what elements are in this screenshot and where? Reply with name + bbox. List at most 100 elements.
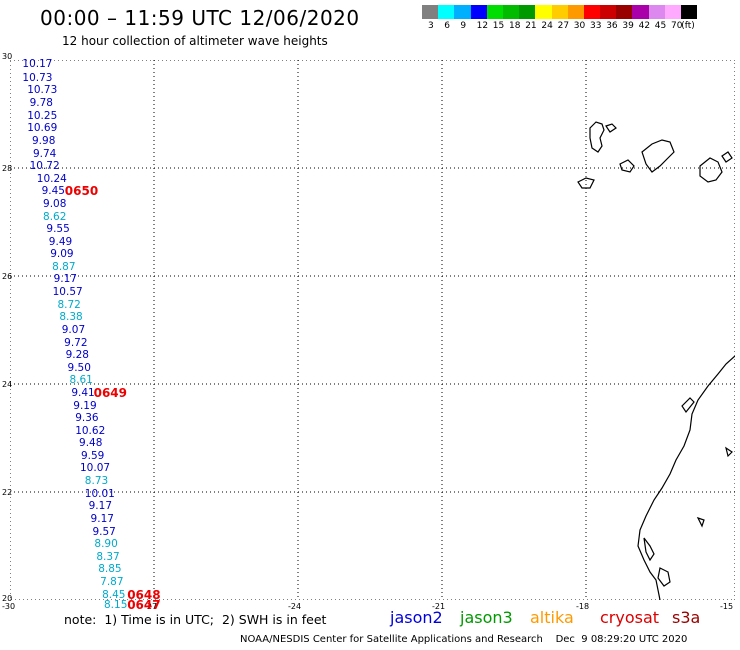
wave-height-label: 9.17 [88,500,113,513]
legend-label: 15 [492,21,505,31]
wave-height-label: 9.78 [29,97,53,110]
island-small-b [721,151,733,163]
legend-swatch [438,5,455,19]
sat-jason3: jason3 [460,608,513,627]
wave-height-label: 9.19 [73,399,97,412]
legend-label: 42 [638,21,651,31]
legend-label: 36 [606,21,618,31]
wave-height-label: 8.72 [57,298,81,311]
legend-label: 39 [622,21,634,31]
wave-height-label: 9.09 [50,248,74,261]
xtick-minus15: -15 [720,602,734,611]
legend-swatch [470,5,487,19]
wave-height-label: 10.25 [27,109,58,122]
wave-height-label: 8.15 [104,599,128,612]
xtick-minus27: -27 [144,602,158,611]
island-el-hierro [577,177,595,189]
legend-swatch [486,5,503,19]
wave-height-label: 9.55 [46,223,70,236]
legend-label: 18 [509,21,521,31]
wave-height-label: 10.07 [80,462,111,475]
legend-swatch [616,5,633,19]
legend-label: (ft) [681,21,695,31]
wave-height-label: 9.48 [79,437,103,450]
wave-height-label: 9.17 [53,273,77,286]
legend-swatch [519,5,536,19]
island-small-a [605,123,617,133]
xtick-minus30: -30 [2,602,16,611]
wave-height-label: 9.98 [32,135,56,148]
ytick-30: 30 [2,52,13,61]
legend-label: 9 [460,21,467,31]
legend-swatch [600,5,617,19]
legend-swatch [422,5,439,19]
legend-label: 24 [541,21,553,31]
coastline-africa [637,355,735,600]
wave-height-label: 10.01 [84,487,115,500]
wave-height-label: 9.45 [41,185,65,198]
ytick-22: 22 [2,488,13,497]
legend-swatch [648,5,665,19]
wave-height-label: 10.72 [29,159,60,172]
ytick-26: 26 [2,272,13,281]
legend-label: 12 [476,21,489,31]
wave-height-label: 9.59 [80,449,105,462]
legend-label: 21 [525,21,537,31]
wave-height-label: 9.49 [48,235,73,248]
wave-height-label: 9.28 [65,348,89,361]
time-label: 0647 [127,598,161,613]
wave-height-label: 9.08 [43,197,67,210]
legend-label: 33 [590,21,602,31]
wave-height-label: 8.90 [94,537,118,550]
wave-height-label: 8.62 [43,210,67,223]
wave-height-label: 9.17 [90,513,114,526]
wave-height-label: 8.85 [98,563,122,576]
wave-height-label: 10.24 [36,172,67,185]
coast-banc [657,567,671,587]
legend-label: 45 [654,21,667,31]
coastline-canary-islands [577,121,733,189]
wave-height-label: 10.17 [22,58,53,71]
legend-label: 6 [444,21,450,31]
credit-line: NOAA/NESDIS Center for Satellite Applica… [240,634,688,645]
wave-height-label: 7.87 [100,575,124,588]
wave-height-label: 10.57 [52,286,83,299]
sat-altika: altika [530,608,574,627]
sat-cryosat: cryosat [600,608,660,627]
map-plot [10,60,735,600]
wave-height-label: 10.69 [27,122,58,135]
wave-height-label: 8.37 [96,550,120,563]
legend-swatch [583,5,601,19]
ytick-20: 20 [2,594,13,603]
coast-mainland [637,355,735,600]
legend-label: 70 [671,21,683,31]
island-la-palma [589,121,605,153]
plot-frame [10,60,735,600]
legend-label: 27 [557,21,570,31]
wave-height-label: 8.61 [69,374,93,387]
sat-jason2: jason2 [390,608,443,627]
wave-height-label: 10.62 [75,424,106,437]
wave-height-label: 9.74 [32,147,57,160]
island-la-gomera [619,159,635,173]
xtick-minus18: -18 [576,602,590,611]
coast-cape-a [681,397,695,414]
coast-bay [643,537,655,562]
wave-height-label: 9.72 [64,336,88,349]
time-label: 0649 [93,385,127,400]
time-label: 0648 [127,587,161,602]
wave-height-label: 9.57 [92,525,116,538]
island-tenerife [641,139,675,173]
wave-height-label: 9.36 [75,412,99,425]
island-gran-canaria [699,157,723,183]
map-title: 00:00 – 11:59 UTC 12/06/2020 [40,6,360,30]
time-label: 0650 [64,184,99,199]
legend-label: 30 [573,21,586,31]
legend-swatch [551,5,568,19]
xtick-minus21: -21 [432,602,446,611]
wave-height-label: 8.45 [102,588,126,601]
footnote: note: 1) Time is in UTC; 2) SWH is in fe… [64,612,327,627]
map-subtitle: 12 hour collection of altimeter wave hei… [62,34,328,48]
legend-swatch [502,5,520,19]
sat-s3a: s3a [672,608,701,627]
